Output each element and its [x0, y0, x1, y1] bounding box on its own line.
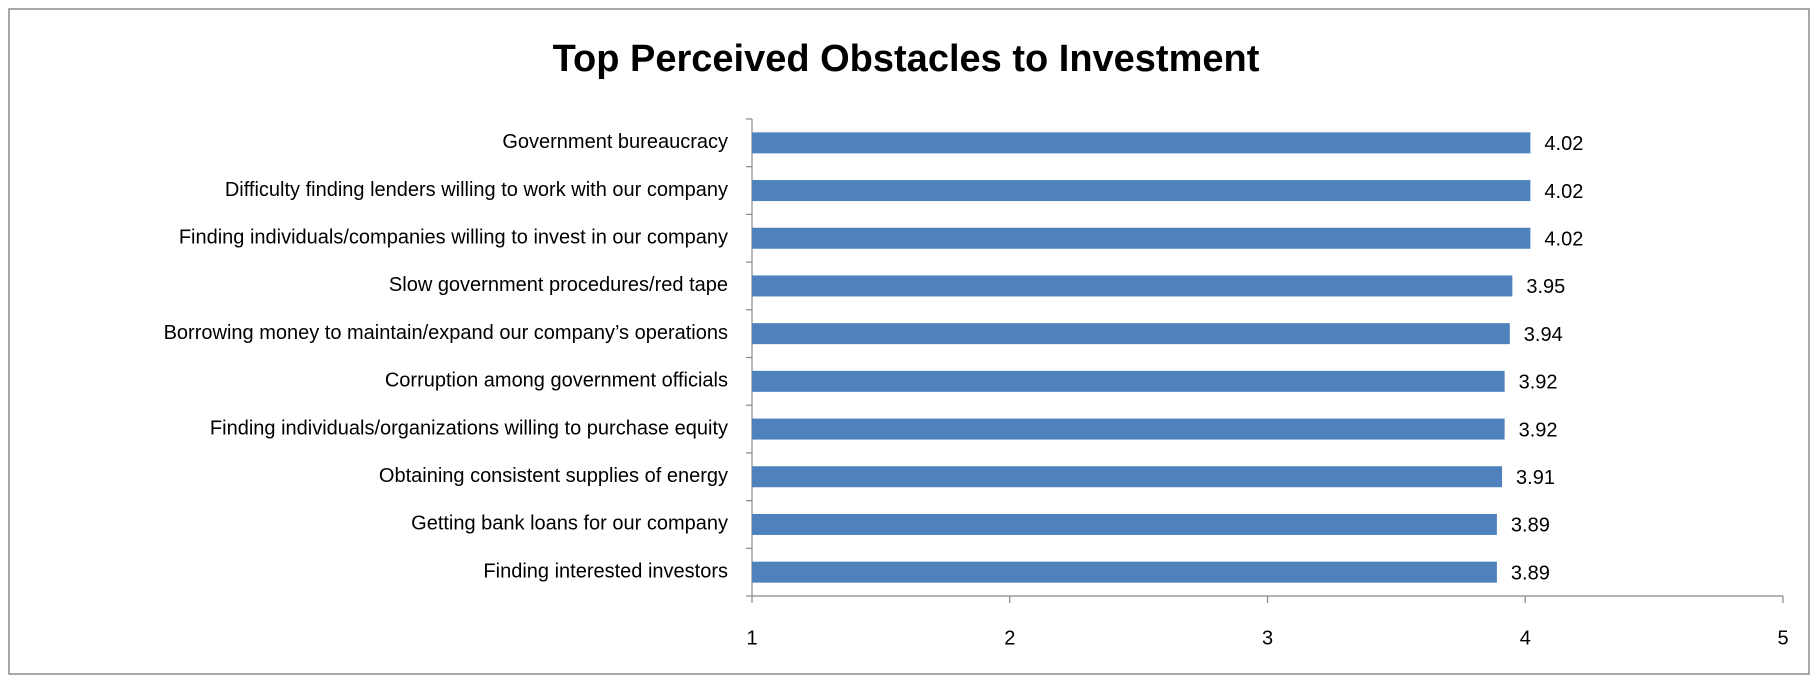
category-label: Finding individuals/organizations willin… — [210, 417, 728, 439]
bar — [752, 513, 1497, 535]
category-label: Borrowing money to maintain/expand our c… — [164, 322, 728, 344]
category-label: Finding individuals/companies willing to… — [179, 227, 728, 249]
data-label: 3.92 — [1519, 372, 1558, 394]
data-label: 4.02 — [1544, 229, 1583, 251]
x-tick-label: 2 — [1004, 627, 1015, 649]
data-label: 3.89 — [1511, 515, 1550, 537]
category-label: Government bureaucracy — [502, 131, 728, 153]
bar — [752, 370, 1505, 392]
data-label: 4.02 — [1544, 181, 1583, 203]
bar — [752, 132, 1531, 154]
bar — [752, 561, 1497, 583]
data-label: 3.94 — [1524, 324, 1563, 346]
data-label: 3.91 — [1516, 467, 1555, 489]
chart-title: Top Perceived Obstacles to Investment — [553, 38, 1260, 80]
x-tick-label: 1 — [746, 627, 757, 649]
bar — [752, 227, 1531, 249]
bar — [752, 418, 1505, 440]
x-tick-label: 3 — [1262, 627, 1273, 649]
data-label: 3.89 — [1511, 562, 1550, 584]
data-label: 4.02 — [1544, 133, 1583, 155]
x-tick-label: 4 — [1520, 627, 1531, 649]
x-tick-label: 5 — [1777, 627, 1788, 649]
category-label: Obtaining consistent supplies of energy — [379, 465, 728, 487]
bar — [752, 275, 1513, 297]
category-label: Slow government procedures/red tape — [389, 274, 728, 296]
data-label: 3.92 — [1519, 419, 1558, 441]
category-label: Finding interested investors — [483, 560, 728, 582]
category-label: Corruption among government officials — [385, 370, 728, 392]
bar — [752, 180, 1531, 202]
category-label: Getting bank loans for our company — [411, 513, 728, 535]
category-label: Difficulty finding lenders willing to wo… — [225, 179, 728, 201]
bar — [752, 466, 1503, 488]
data-label: 3.95 — [1526, 276, 1565, 298]
bar — [752, 323, 1510, 345]
